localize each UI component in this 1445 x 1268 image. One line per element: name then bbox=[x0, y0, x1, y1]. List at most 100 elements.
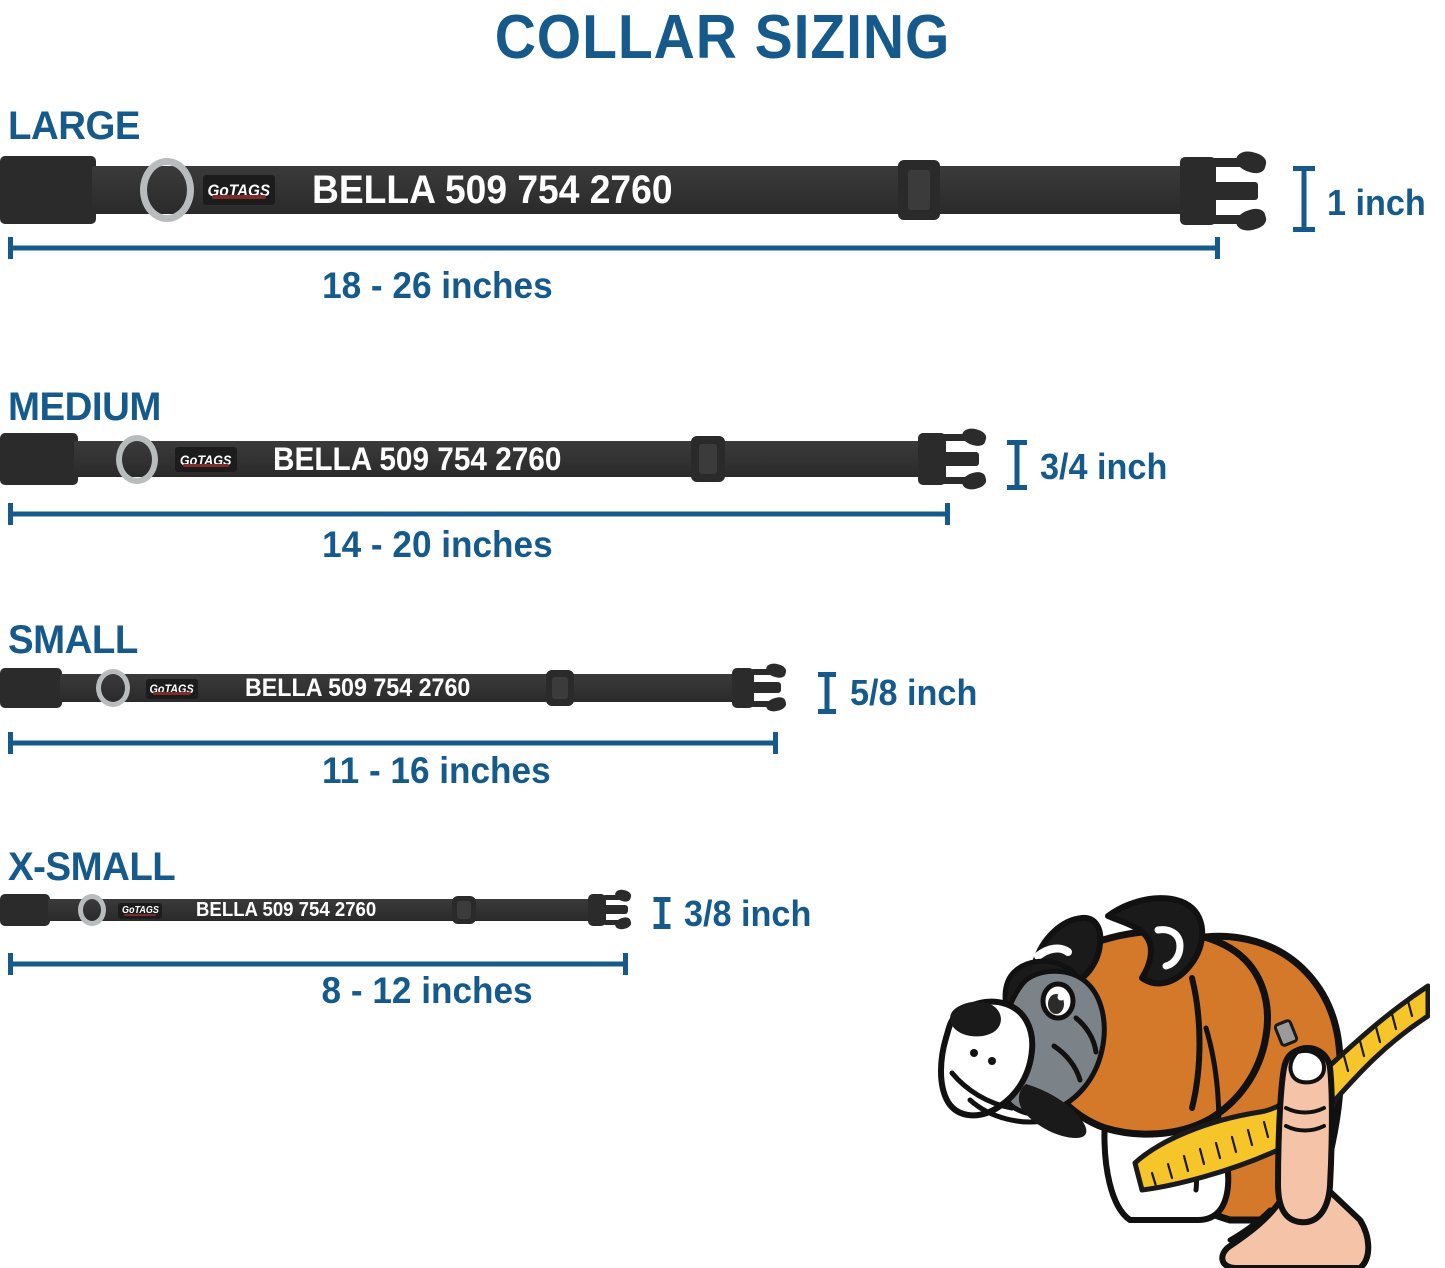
length-indicator-xsmall bbox=[8, 952, 628, 976]
hand-fingernail bbox=[1288, 1049, 1327, 1085]
buckle-prong-tip-bottom-xsmall bbox=[613, 916, 633, 931]
width-indicator-medium bbox=[1005, 440, 1029, 490]
buckle-male-body-small bbox=[732, 668, 754, 708]
length-label-large: 18 - 26 inches bbox=[322, 265, 553, 306]
hand-thumb-crease bbox=[1227, 1207, 1273, 1243]
width-cap-bottom-small bbox=[818, 709, 836, 714]
hand-index-finger bbox=[1275, 1045, 1335, 1226]
d-ring-xsmall bbox=[78, 894, 106, 926]
hand-knuckle-crease-1 bbox=[1284, 1106, 1326, 1115]
slider-adjuster-inner-large bbox=[908, 170, 930, 210]
dog-jowl-line bbox=[949, 1070, 1015, 1111]
engraved-text-xsmall: BELLA 509 754 2760 bbox=[196, 898, 377, 921]
width-cap-bottom-xsmall bbox=[653, 924, 671, 929]
buckle-prong-middle-large bbox=[1210, 182, 1258, 200]
buckle-prong-tip-top-medium bbox=[960, 426, 988, 448]
size-label-xsmall: X-SMALL bbox=[8, 845, 176, 889]
d-ring-medium bbox=[116, 435, 158, 484]
length-line-medium bbox=[8, 511, 950, 517]
buckle-male-small bbox=[732, 661, 806, 714]
buckle-prong-bottom-small bbox=[750, 701, 772, 707]
width-indicator-large bbox=[1292, 166, 1316, 232]
hand-knuckle-crease-2 bbox=[1284, 1124, 1326, 1133]
dog-ear-back bbox=[1105, 895, 1206, 987]
dog-eye-glint bbox=[1057, 993, 1065, 1001]
engraved-text-medium: BELLA 509 754 2760 bbox=[273, 440, 562, 477]
buckle-prong-middle-small bbox=[750, 682, 781, 693]
width-bar-small bbox=[824, 672, 830, 714]
dog-brow-stripe bbox=[1034, 944, 1072, 960]
buckle-prong-tip-bottom-small bbox=[764, 695, 788, 714]
engraved-text-large: BELLA 509 754 2760 bbox=[312, 167, 673, 212]
buckle-male-xsmall bbox=[588, 888, 648, 931]
gotags-logo-swoosh-small bbox=[153, 692, 191, 695]
buckle-male-medium bbox=[918, 426, 1008, 492]
engraved-text-small: BELLA 509 754 2760 bbox=[245, 673, 471, 702]
buckle-prong-top-large bbox=[1210, 158, 1244, 167]
d-ring-small bbox=[96, 669, 130, 707]
gotags-logo-swoosh-xsmall bbox=[124, 914, 156, 916]
buckle-prong-top-xsmall bbox=[603, 895, 621, 900]
collar-strap-large bbox=[92, 166, 1198, 214]
dog-muzzle-crease-2 bbox=[1073, 1015, 1099, 1055]
gotags-logo-text-large: GoTAGS bbox=[207, 180, 271, 200]
buckle-prong-bottom-large bbox=[1210, 215, 1244, 224]
slider-adjuster-inner-medium bbox=[699, 444, 717, 474]
dog-neck-crease-1 bbox=[1189, 975, 1203, 1111]
d-ring-large bbox=[140, 158, 194, 222]
size-label-medium: MEDIUM bbox=[8, 385, 161, 429]
buckle-prong-bottom-medium bbox=[941, 477, 968, 484]
length-line-large bbox=[8, 245, 1220, 251]
size-label-small: SMALL bbox=[8, 618, 138, 662]
dog-whisker-spot-1 bbox=[970, 1049, 978, 1057]
width-bar-medium bbox=[1014, 440, 1020, 490]
slider-adjuster-inner-xsmall bbox=[457, 901, 471, 919]
width-indicator-xsmall bbox=[652, 897, 672, 929]
buckle-male-body-xsmall bbox=[588, 894, 606, 926]
width-label-xsmall: 3/8 inch bbox=[684, 893, 812, 934]
tape-ticks bbox=[1150, 999, 1414, 1188]
width-bar-large bbox=[1301, 166, 1307, 232]
length-label-small: 11 - 16 inches bbox=[322, 750, 551, 791]
width-label-large: 1 inch bbox=[1327, 182, 1426, 223]
buckle-prong-top-medium bbox=[941, 434, 968, 441]
length-cap-right-xsmall bbox=[623, 953, 628, 975]
buckle-female-flare-xsmall bbox=[0, 899, 12, 921]
width-cap-bottom-medium bbox=[1007, 485, 1027, 490]
slider-adjuster-inner-small bbox=[552, 677, 568, 699]
buckle-female-flare-small bbox=[0, 674, 14, 702]
length-cap-right-large bbox=[1215, 237, 1220, 259]
dog-whisker-spot-2 bbox=[988, 1057, 996, 1065]
buckle-prong-middle-medium bbox=[941, 452, 979, 466]
gotags-logo-patch-small: GoTAGS bbox=[146, 679, 198, 699]
size-label-large: LARGE bbox=[8, 104, 140, 148]
buckle-prong-tip-top-small bbox=[764, 661, 788, 680]
buckle-prong-tip-top-large bbox=[1233, 148, 1269, 176]
buckle-prong-tip-bottom-large bbox=[1233, 206, 1269, 234]
gotags-logo-text-xsmall: GoTAGS bbox=[121, 905, 159, 916]
gotags-logo-swoosh-large bbox=[212, 195, 266, 199]
length-label-xsmall: 8 - 12 inches bbox=[321, 970, 533, 1011]
buckle-prong-bottom-xsmall bbox=[603, 920, 621, 925]
width-label-small: 5/8 inch bbox=[850, 672, 978, 713]
gotags-logo-text-medium: GoTAGS bbox=[180, 451, 232, 468]
width-label-medium: 3/4 inch bbox=[1040, 446, 1168, 487]
dog-muzzle-crease-1 bbox=[1051, 1043, 1083, 1083]
length-cap-right-small bbox=[773, 732, 778, 754]
length-indicator-large bbox=[8, 236, 1220, 260]
length-line-small bbox=[8, 740, 778, 746]
length-line-xsmall bbox=[8, 961, 628, 967]
buckle-prong-tip-top-xsmall bbox=[613, 888, 633, 903]
dog-lower-lip-dark bbox=[1018, 1084, 1087, 1138]
buckle-female-flare-medium bbox=[0, 441, 18, 477]
measuring-tape-group bbox=[1132, 983, 1430, 1193]
buckle-male-large bbox=[1180, 148, 1290, 234]
gotags-logo-patch-xsmall: GoTAGS bbox=[118, 903, 162, 919]
gotags-logo-patch-large: GoTAGS bbox=[203, 175, 275, 205]
page-title: COLLAR SIZING bbox=[494, 3, 951, 72]
buckle-prong-middle-xsmall bbox=[603, 905, 628, 914]
gotags-logo-swoosh-medium bbox=[183, 464, 229, 467]
dog-ear-highlight bbox=[1154, 926, 1184, 970]
width-bar-xsmall bbox=[659, 897, 665, 929]
length-cap-right-medium bbox=[945, 503, 950, 525]
